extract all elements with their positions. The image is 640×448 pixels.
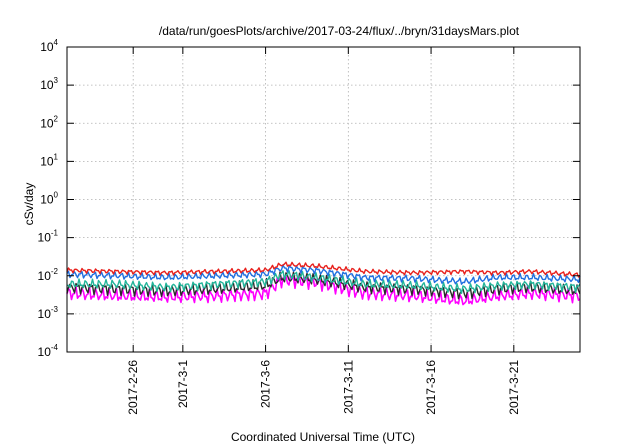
series-lines [66,261,581,306]
y-tick-label: 10-1 [38,229,59,245]
x-tick-label: 2017-2-26 [126,360,140,415]
y-tick-label: 100 [40,191,58,207]
x-tick-label: 2017-3-1 [176,360,190,408]
y-tick-label: 101 [40,152,58,168]
y-tick-label: 10-4 [38,343,59,359]
y-tick-label: 103 [40,76,58,92]
series-line [66,270,581,294]
x-axis: 2017-2-26 2017-3-1 2017-3-6 2017-3-11 2017-3… [126,47,521,415]
x-axis-label: Coordinated Universal Time (UTC) [231,430,415,444]
y-tick-label: 104 [40,38,58,54]
y-tick-label: 10-3 [38,305,59,321]
series-line [66,264,581,285]
x-tick-label: 2017-3-21 [507,360,521,415]
x-tick-label: 2017-3-6 [259,360,273,408]
y-tick-label: 10-2 [38,267,59,283]
x-tick-label: 2017-3-11 [341,360,355,414]
y-axis-label: cSv/day [22,183,36,226]
series-line [66,261,581,278]
x-tick-label: 2017-3-16 [424,360,438,415]
grid [67,47,580,352]
chart-title: /data/run/goesPlots/archive/2017-03-24/f… [159,24,520,38]
y-axis: 10-4 10-3 10-2 10-1 100 101 102 103 104 [38,38,580,359]
y-tick-label: 102 [40,114,58,130]
